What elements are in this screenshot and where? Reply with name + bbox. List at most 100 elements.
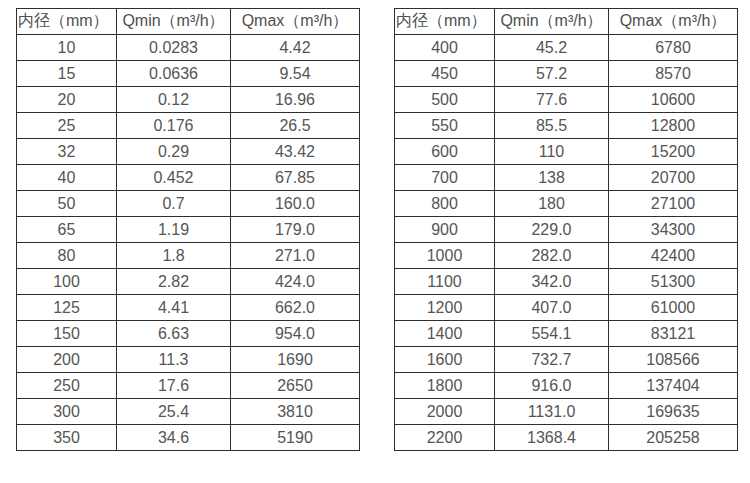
cell-qmin: 1368.4: [495, 425, 609, 451]
table-header-row: 内径（mm） Qmin（m³/h） Qmax（m³/h）: [395, 9, 738, 35]
cell-inner-diameter: 800: [395, 191, 495, 217]
table-row: 1600732.7108566: [395, 347, 738, 373]
cell-inner-diameter: 350: [17, 425, 117, 451]
cell-qmax: 179.0: [231, 217, 360, 243]
cell-inner-diameter: 1100: [395, 269, 495, 295]
table-row: 60011015200: [395, 139, 738, 165]
cell-inner-diameter: 15: [17, 61, 117, 87]
cell-inner-diameter: 32: [17, 139, 117, 165]
table-row: 55085.512800: [395, 113, 738, 139]
cell-inner-diameter: 1200: [395, 295, 495, 321]
cell-inner-diameter: 1000: [395, 243, 495, 269]
cell-qmin: 0.176: [117, 113, 231, 139]
cell-inner-diameter: 500: [395, 87, 495, 113]
cell-qmax: 9.54: [231, 61, 360, 87]
table-row: 320.2943.42: [17, 139, 360, 165]
cell-qmax: 271.0: [231, 243, 360, 269]
cell-inner-diameter: 125: [17, 295, 117, 321]
cell-qmin: 1.8: [117, 243, 231, 269]
header-qmax: Qmax（m³/h）: [609, 9, 738, 35]
table-row: 150.06369.54: [17, 61, 360, 87]
cell-qmin: 0.7: [117, 191, 231, 217]
cell-inner-diameter: 600: [395, 139, 495, 165]
table-row: 1002.82424.0: [17, 269, 360, 295]
table-row: 651.19179.0: [17, 217, 360, 243]
header-qmin: Qmin（m³/h）: [495, 9, 609, 35]
table-row: 40045.26780: [395, 35, 738, 61]
cell-qmin: 0.0283: [117, 35, 231, 61]
cell-inner-diameter: 65: [17, 217, 117, 243]
cell-inner-diameter: 100: [17, 269, 117, 295]
cell-qmax: 10600: [609, 87, 738, 113]
table-row: 500.7160.0: [17, 191, 360, 217]
cell-inner-diameter: 150: [17, 321, 117, 347]
cell-inner-diameter: 300: [17, 399, 117, 425]
cell-qmax: 83121: [609, 321, 738, 347]
cell-qmin: 282.0: [495, 243, 609, 269]
cell-qmin: 4.41: [117, 295, 231, 321]
table-row: 1100342.051300: [395, 269, 738, 295]
cell-qmin: 0.12: [117, 87, 231, 113]
cell-qmax: 160.0: [231, 191, 360, 217]
table-row: 22001368.4205258: [395, 425, 738, 451]
cell-qmax: 12800: [609, 113, 738, 139]
cell-qmin: 17.6: [117, 373, 231, 399]
table-row: 801.8271.0: [17, 243, 360, 269]
table-row: 20001131.0169635: [395, 399, 738, 425]
header-qmin: Qmin（m³/h）: [117, 9, 231, 35]
cell-inner-diameter: 1400: [395, 321, 495, 347]
cell-qmax: 662.0: [231, 295, 360, 321]
cell-qmax: 5190: [231, 425, 360, 451]
table-row: 1400554.183121: [395, 321, 738, 347]
cell-inner-diameter: 20: [17, 87, 117, 113]
table-row: 1506.63954.0: [17, 321, 360, 347]
cell-qmax: 169635: [609, 399, 738, 425]
table-row: 25017.62650: [17, 373, 360, 399]
cell-qmax: 2650: [231, 373, 360, 399]
table-row: 1200407.061000: [395, 295, 738, 321]
cell-inner-diameter: 200: [17, 347, 117, 373]
header-qmax: Qmax（m³/h）: [231, 9, 360, 35]
table-row: 200.1216.96: [17, 87, 360, 113]
cell-qmin: 34.6: [117, 425, 231, 451]
table-row: 20011.31690: [17, 347, 360, 373]
table-header-row: 内径（mm） Qmin（m³/h） Qmax（m³/h）: [17, 9, 360, 35]
cell-inner-diameter: 80: [17, 243, 117, 269]
cell-qmin: 342.0: [495, 269, 609, 295]
table-row: 1800916.0137404: [395, 373, 738, 399]
cell-qmin: 6.63: [117, 321, 231, 347]
cell-qmax: 42400: [609, 243, 738, 269]
cell-qmax: 67.85: [231, 165, 360, 191]
cell-inner-diameter: 250: [17, 373, 117, 399]
cell-qmin: 407.0: [495, 295, 609, 321]
cell-qmin: 138: [495, 165, 609, 191]
cell-qmax: 108566: [609, 347, 738, 373]
cell-qmin: 110: [495, 139, 609, 165]
cell-qmax: 27100: [609, 191, 738, 217]
table-row: 80018027100: [395, 191, 738, 217]
cell-qmax: 4.42: [231, 35, 360, 61]
cell-qmax: 16.96: [231, 87, 360, 113]
cell-qmax: 51300: [609, 269, 738, 295]
table-row: 250.17626.5: [17, 113, 360, 139]
cell-qmax: 20700: [609, 165, 738, 191]
cell-inner-diameter: 400: [395, 35, 495, 61]
cell-qmax: 205258: [609, 425, 738, 451]
cell-qmax: 43.42: [231, 139, 360, 165]
table-row: 50077.610600: [395, 87, 738, 113]
cell-qmax: 3810: [231, 399, 360, 425]
header-inner-diameter: 内径（mm）: [17, 9, 117, 35]
table-row: 70013820700: [395, 165, 738, 191]
cell-qmin: 554.1: [495, 321, 609, 347]
cell-inner-diameter: 550: [395, 113, 495, 139]
cell-qmin: 0.452: [117, 165, 231, 191]
cell-inner-diameter: 2200: [395, 425, 495, 451]
cell-qmax: 6780: [609, 35, 738, 61]
cell-qmin: 77.6: [495, 87, 609, 113]
cell-qmax: 8570: [609, 61, 738, 87]
cell-qmin: 57.2: [495, 61, 609, 87]
cell-inner-diameter: 50: [17, 191, 117, 217]
cell-qmin: 229.0: [495, 217, 609, 243]
cell-qmin: 0.29: [117, 139, 231, 165]
cell-qmax: 137404: [609, 373, 738, 399]
